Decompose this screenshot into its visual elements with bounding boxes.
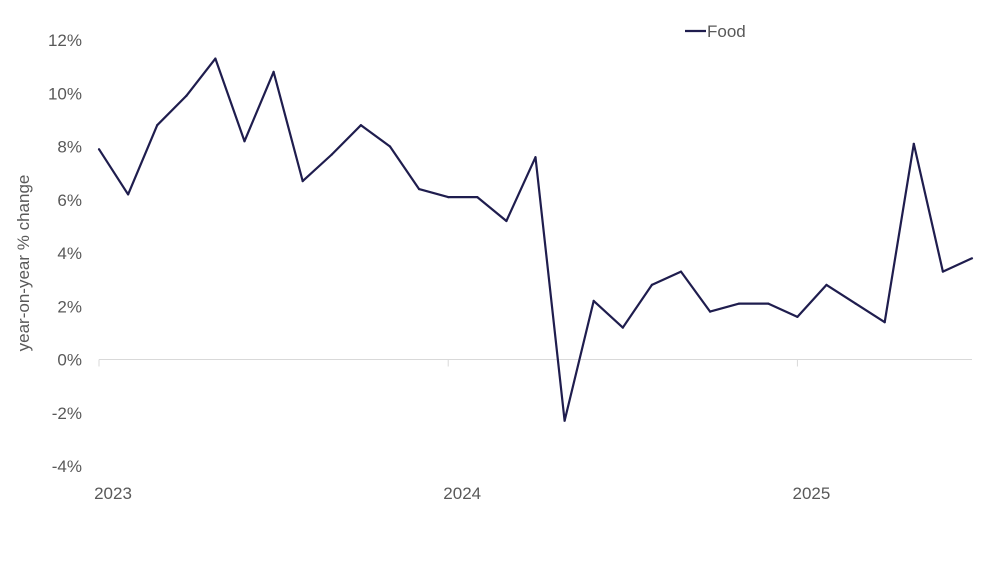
data-point [534, 156, 537, 159]
y-axis-title: year-on-year % change [14, 175, 33, 352]
y-tick-label: 12% [48, 31, 82, 50]
data-point [854, 302, 857, 305]
data-point [214, 57, 217, 60]
y-tick-label: 8% [57, 138, 82, 157]
data-point [679, 270, 683, 273]
data-point [825, 283, 828, 286]
data-point [621, 326, 624, 329]
y-axis-ticks: 12% 10% 8% 6% 4% 2% 0% -2% -4% [48, 31, 82, 476]
data-point [330, 153, 333, 156]
data-point [738, 302, 741, 305]
legend: Food [685, 22, 746, 41]
data-point [447, 196, 450, 199]
y-tick-label: 4% [57, 244, 82, 263]
data-point [505, 219, 508, 223]
data-point [476, 196, 479, 199]
data-point [418, 188, 421, 191]
data-point [359, 124, 362, 127]
data-point [563, 419, 566, 422]
data-point [709, 310, 712, 313]
x-tick-label: 2024 [443, 484, 481, 503]
data-point [97, 148, 101, 151]
data-point [272, 70, 275, 73]
legend-label-food: Food [707, 22, 746, 41]
x-tick-label: 2023 [94, 484, 132, 503]
data-point [388, 145, 392, 148]
y-tick-label: 10% [48, 84, 82, 103]
series-points-food [97, 57, 974, 422]
data-point [156, 124, 159, 127]
data-point [912, 142, 915, 145]
x-tick-label: 2025 [792, 484, 830, 503]
y-tick-label: 6% [57, 191, 82, 210]
data-point [883, 321, 886, 324]
data-point [796, 315, 799, 318]
data-point [941, 270, 945, 273]
data-point [243, 140, 246, 143]
data-point [185, 94, 188, 97]
y-tick-label: 0% [57, 351, 82, 370]
data-point [650, 283, 654, 286]
y-tick-label: -2% [52, 404, 82, 423]
data-point [970, 257, 974, 260]
x-axis-ticks: 2023 2024 2025 [94, 359, 830, 503]
data-point [301, 180, 304, 183]
data-point [127, 193, 130, 196]
y-tick-label: -4% [52, 457, 82, 476]
data-point [767, 302, 770, 305]
series-line-food [98, 57, 973, 422]
data-point [592, 299, 595, 302]
y-tick-label: 2% [57, 297, 82, 316]
